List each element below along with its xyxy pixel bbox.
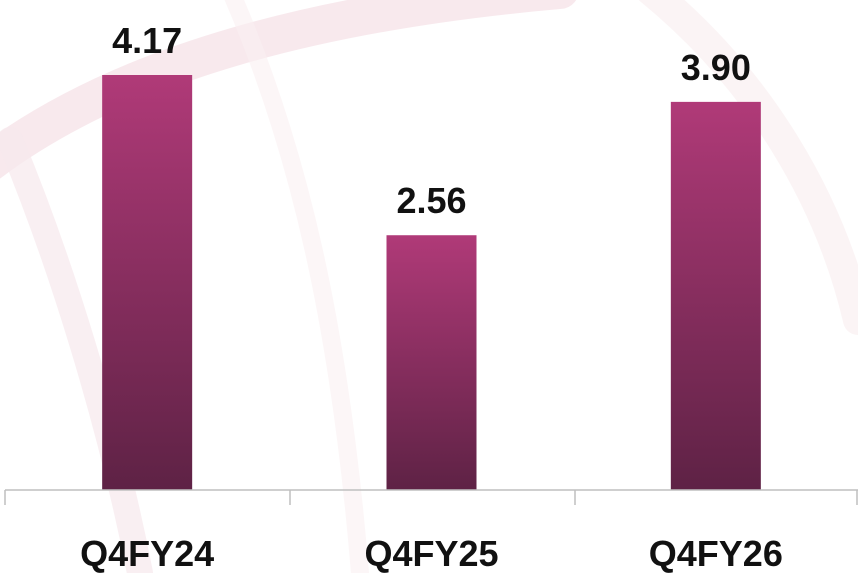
data-label: 3.90 [681, 47, 751, 88]
plot: 4.17 Q4FY24 2.56 Q4FY25 3.90 Q4FY26 [80, 20, 783, 573]
data-label: 2.56 [396, 180, 466, 221]
bar [386, 235, 477, 490]
data-label: 4.17 [112, 20, 182, 61]
x-tick-label: Q4FY26 [649, 533, 783, 573]
x-tick-label: Q4FY25 [364, 533, 498, 573]
bar [670, 101, 761, 490]
bar [102, 75, 193, 490]
x-tick-label: Q4FY24 [80, 533, 214, 573]
